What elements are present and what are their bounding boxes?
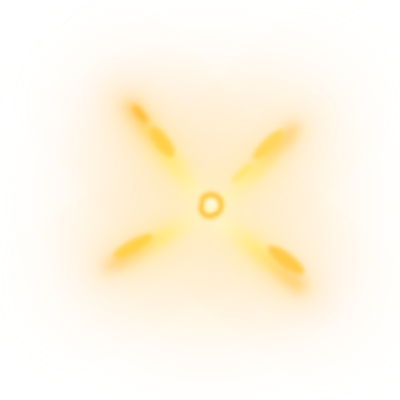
- core-inner-curve: [205, 205, 218, 212]
- lower-right-highlight: [267, 245, 305, 275]
- ray-highlights: [113, 104, 305, 275]
- upper-right-highlight: [253, 130, 283, 160]
- upper-right-ray: [215, 120, 303, 209]
- lower-left-highlight: [113, 234, 153, 258]
- upper-left-highlight-tip: [132, 104, 148, 124]
- upper-left-highlight: [149, 127, 175, 157]
- core-ring: [198, 192, 224, 219]
- flare-core: [186, 181, 234, 229]
- lower-right-ray: [213, 216, 307, 293]
- lower-left-ray: [99, 214, 203, 275]
- upper-right-highlight-inner: [231, 163, 253, 183]
